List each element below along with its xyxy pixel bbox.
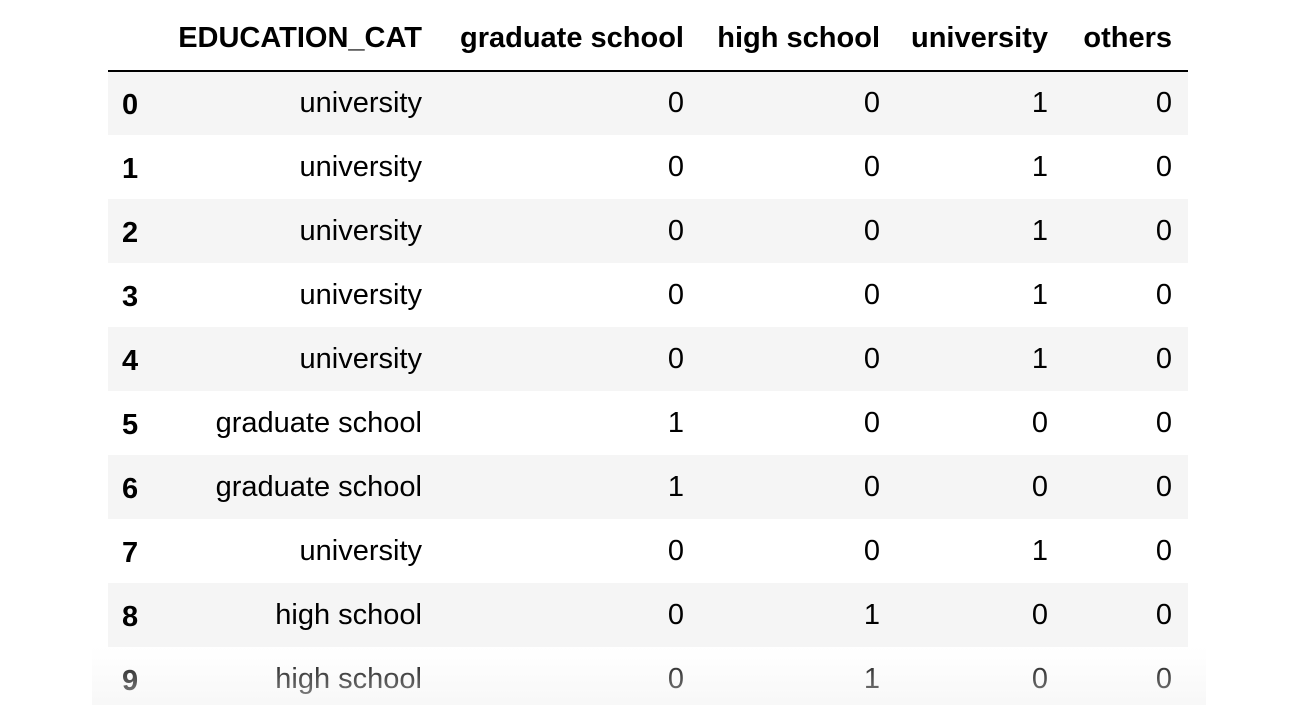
- cell-university: 1: [1031, 87, 1048, 119]
- row-index: 9: [122, 664, 139, 697]
- table-row: 7 university 0 0 1 0: [108, 519, 1188, 583]
- cell-university: 1: [1031, 214, 1048, 247]
- cell-graduate-school: 0: [667, 342, 684, 375]
- cell-education-cat: high school: [275, 598, 422, 631]
- row-index: 5: [122, 408, 139, 441]
- cell-others: 0: [1155, 342, 1172, 375]
- cell-graduate-school: 0: [667, 278, 684, 311]
- cell-education-cat: university: [299, 342, 423, 375]
- cell-university: 0: [1031, 598, 1048, 631]
- row-index: 6: [122, 472, 139, 505]
- cell-education-cat: graduate school: [215, 406, 422, 439]
- table-row: 9 high school 0 1 0 0: [108, 647, 1188, 711]
- index-header: [108, 6, 170, 72]
- cell-university: 1: [1031, 342, 1048, 375]
- column-header-others: others: [1064, 6, 1188, 72]
- cell-graduate-school: 0: [667, 214, 684, 247]
- column-header-education-cat: EDUCATION_CAT: [170, 6, 438, 72]
- cell-others: 0: [1155, 278, 1172, 311]
- row-index: 1: [122, 152, 139, 185]
- cell-others: 0: [1155, 534, 1172, 567]
- cell-graduate-school: 1: [667, 470, 684, 503]
- table-row: 6 graduate school 1 0 0 0: [108, 455, 1188, 519]
- cell-university: 0: [1031, 406, 1048, 439]
- cell-high-school: 0: [863, 150, 880, 183]
- cell-others: 0: [1155, 470, 1172, 503]
- column-header-university: university: [896, 6, 1064, 72]
- cell-university: 1: [1031, 150, 1048, 183]
- row-index: 3: [122, 280, 139, 313]
- cell-graduate-school: 0: [667, 150, 684, 183]
- dataframe-output: EDUCATION_CAT graduate school high schoo…: [108, 6, 1188, 711]
- cell-university: 0: [1031, 662, 1048, 695]
- table-body: 0 university 0 0 1 0 1 university 0 0 1 …: [108, 71, 1188, 711]
- cell-education-cat: university: [299, 150, 423, 183]
- cell-high-school: 0: [863, 87, 880, 119]
- cell-education-cat: university: [299, 87, 423, 119]
- cell-high-school: 0: [863, 406, 880, 439]
- row-index: 7: [122, 536, 139, 569]
- header-row: EDUCATION_CAT graduate school high schoo…: [108, 6, 1188, 72]
- cell-high-school: 0: [863, 534, 880, 567]
- table-row: 3 university 0 0 1 0: [108, 263, 1188, 327]
- cell-others: 0: [1155, 150, 1172, 183]
- row-index: 8: [122, 600, 139, 633]
- cell-high-school: 1: [863, 662, 880, 695]
- cell-education-cat: university: [299, 214, 423, 247]
- cell-high-school: 1: [863, 598, 880, 631]
- table-row: 1 university 0 0 1 0: [108, 135, 1188, 199]
- cell-education-cat: graduate school: [215, 470, 422, 503]
- table-row: 2 university 0 0 1 0: [108, 199, 1188, 263]
- cell-high-school: 0: [863, 342, 880, 375]
- cell-others: 0: [1155, 406, 1172, 439]
- cell-education-cat: university: [299, 278, 423, 311]
- cell-university: 1: [1031, 534, 1048, 567]
- table-header: EDUCATION_CAT graduate school high schoo…: [108, 6, 1188, 72]
- row-index: 4: [122, 344, 139, 377]
- cell-high-school: 0: [863, 470, 880, 503]
- row-index: 2: [122, 216, 139, 249]
- cell-graduate-school: 0: [667, 662, 684, 695]
- table-row: 8 high school 0 1 0 0: [108, 583, 1188, 647]
- table-row: 5 graduate school 1 0 0 0: [108, 391, 1188, 455]
- cell-others: 0: [1155, 662, 1172, 695]
- cell-graduate-school: 0: [667, 534, 684, 567]
- table-row: 4 university 0 0 1 0: [108, 327, 1188, 391]
- cell-high-school: 0: [863, 214, 880, 247]
- cell-education-cat: university: [299, 534, 423, 567]
- dataframe-table: EDUCATION_CAT graduate school high schoo…: [108, 6, 1188, 711]
- table-row: 0 university 0 0 1 0: [108, 71, 1188, 135]
- cell-graduate-school: 0: [667, 87, 684, 119]
- cell-university: 0: [1031, 470, 1048, 503]
- row-index: 0: [122, 89, 139, 121]
- cell-others: 0: [1155, 214, 1172, 247]
- cell-high-school: 0: [863, 278, 880, 311]
- cell-education-cat: high school: [275, 662, 422, 695]
- column-header-graduate-school: graduate school: [438, 6, 700, 72]
- cell-university: 1: [1031, 278, 1048, 311]
- cell-others: 0: [1155, 87, 1172, 119]
- cell-graduate-school: 1: [667, 406, 684, 439]
- column-header-high-school: high school: [700, 6, 896, 72]
- cell-others: 0: [1155, 598, 1172, 631]
- cell-graduate-school: 0: [667, 598, 684, 631]
